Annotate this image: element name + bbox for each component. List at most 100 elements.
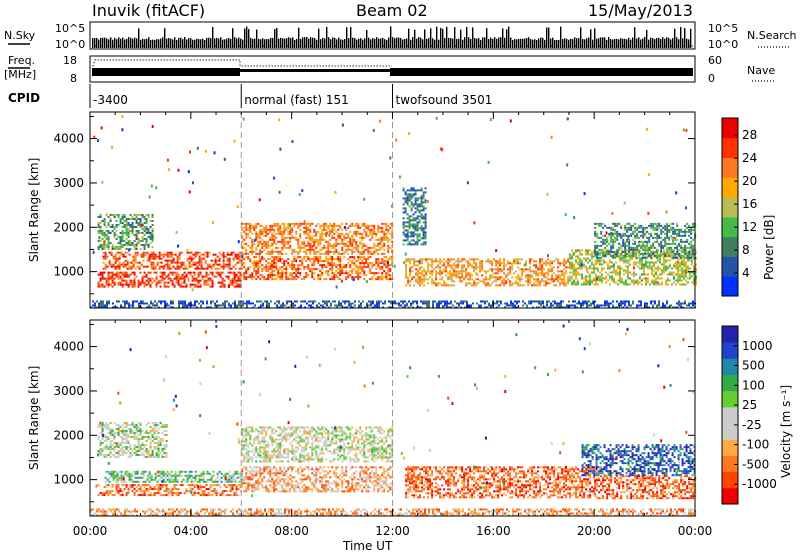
heatmap-cell: [164, 259, 167, 262]
heatmap-cell: [291, 248, 294, 251]
heatmap-cell: [636, 234, 639, 237]
heatmap-cell: [582, 300, 584, 303]
heatmap-cell: [259, 274, 262, 277]
heatmap-cell: [385, 236, 388, 239]
heatmap-cell: [359, 250, 362, 253]
heatmap-cell: [135, 247, 138, 250]
heatmap-cell: [584, 267, 587, 270]
nsky-bar: [208, 37, 210, 48]
heatmap-cell: [690, 253, 693, 256]
heatmap-cell: [580, 302, 582, 305]
heatmap-cell: [293, 250, 296, 253]
heatmap-cell: [271, 234, 274, 237]
nsky-bar: [316, 39, 318, 48]
heatmap-cell: [686, 230, 689, 233]
heatmap-cell: [381, 228, 384, 231]
heatmap-cell: [257, 262, 260, 265]
heatmap-cell: [479, 262, 482, 265]
heatmap-cell: [365, 244, 368, 247]
heatmap-cell: [424, 243, 427, 246]
heatmap-cell: [582, 283, 585, 286]
heatmap-cell: [277, 270, 280, 273]
heatmap-cell: [115, 233, 118, 236]
heatmap-cell: [415, 274, 418, 277]
nsky-bar: [272, 37, 274, 48]
heatmap-cell: [549, 264, 552, 267]
heatmap-cell: [660, 250, 663, 253]
heatmap-cell: [529, 266, 532, 269]
heatmap-cell: [287, 264, 290, 267]
heatmap-cell: [419, 266, 422, 269]
heatmap-cell: [682, 234, 685, 237]
heatmap-cell: [355, 242, 358, 245]
heatmap-cell: [644, 226, 647, 229]
heatmap-cell: [473, 282, 476, 285]
heatmap-cell: [422, 235, 425, 238]
heatmap-cell: [429, 270, 432, 273]
heatmap-cell: [415, 260, 418, 263]
heatmap-cell: [216, 259, 219, 262]
heatmap-cell: [514, 306, 516, 309]
heatmap-cell: [484, 302, 486, 305]
heatmap-cell: [233, 277, 236, 280]
heatmap-cell: [419, 272, 422, 275]
heatmap-cell: [624, 279, 627, 282]
heatmap-cell: [499, 284, 502, 287]
heatmap-cell: [293, 248, 296, 251]
heatmap-cell: [436, 306, 438, 309]
heatmap-cell: [323, 260, 326, 263]
heatmap-cell: [563, 280, 566, 283]
nsky-bar: [690, 28, 692, 48]
heatmap-cell: [382, 306, 384, 309]
heatmap-cell: [644, 256, 647, 259]
heatmap-cell: [145, 229, 148, 232]
heatmap-cell: [143, 217, 146, 220]
nsky-bar: [492, 38, 494, 48]
heatmap-cell: [402, 221, 405, 224]
heatmap-cell: [324, 302, 326, 305]
heatmap-cell: [182, 304, 184, 307]
heatmap-cell: [408, 219, 411, 222]
heatmap-cell: [111, 285, 114, 288]
heatmap-cell: [490, 306, 492, 309]
heatmap-cell: [640, 267, 643, 270]
heatmap-cell: [195, 283, 198, 286]
heatmap-cell: [455, 260, 458, 263]
heatmap-cell: [259, 260, 262, 263]
heatmap-cell: [283, 228, 286, 231]
heatmap-cell: [345, 228, 348, 231]
heatmap-cell: [381, 278, 384, 281]
heatmap-cell: [406, 225, 409, 228]
heatmap-cell: [160, 302, 162, 305]
heatmap-cell: [475, 282, 478, 285]
heatmap-cell: [125, 273, 128, 276]
nsky-bar: [322, 37, 324, 48]
heatmap-cell: [341, 266, 344, 269]
heatmap-cell: [565, 270, 568, 273]
heatmap-cell: [557, 270, 560, 273]
heatmap-cell: [517, 276, 520, 279]
heatmap-cell: [197, 285, 200, 288]
heatmap-cell: [650, 232, 653, 235]
heatmap-cell: [650, 256, 653, 259]
heatmap-cell: [491, 264, 494, 267]
heatmap-cell: [166, 261, 169, 264]
heatmap-cell: [138, 265, 141, 268]
heatmap-cell: [104, 267, 107, 270]
heatmap-cell: [111, 279, 114, 282]
heatmap-cell: [656, 236, 659, 239]
heatmap-cell: [684, 256, 687, 259]
heatmap-cell: [604, 261, 607, 264]
heatmap-cell: [678, 277, 681, 280]
heatmap-cell: [212, 265, 215, 268]
nsky-bar: [358, 38, 360, 48]
nsky-bar: [124, 39, 126, 48]
heatmap-cell: [251, 248, 254, 251]
nsky-bar: [554, 39, 556, 48]
heatmap-cell: [469, 282, 472, 285]
heatmap-cell: [422, 209, 425, 212]
heatmap-cell: [281, 278, 284, 281]
heatmap-cell: [626, 273, 629, 276]
nsky-bar: [680, 27, 682, 48]
heatmap-cell: [642, 267, 645, 270]
